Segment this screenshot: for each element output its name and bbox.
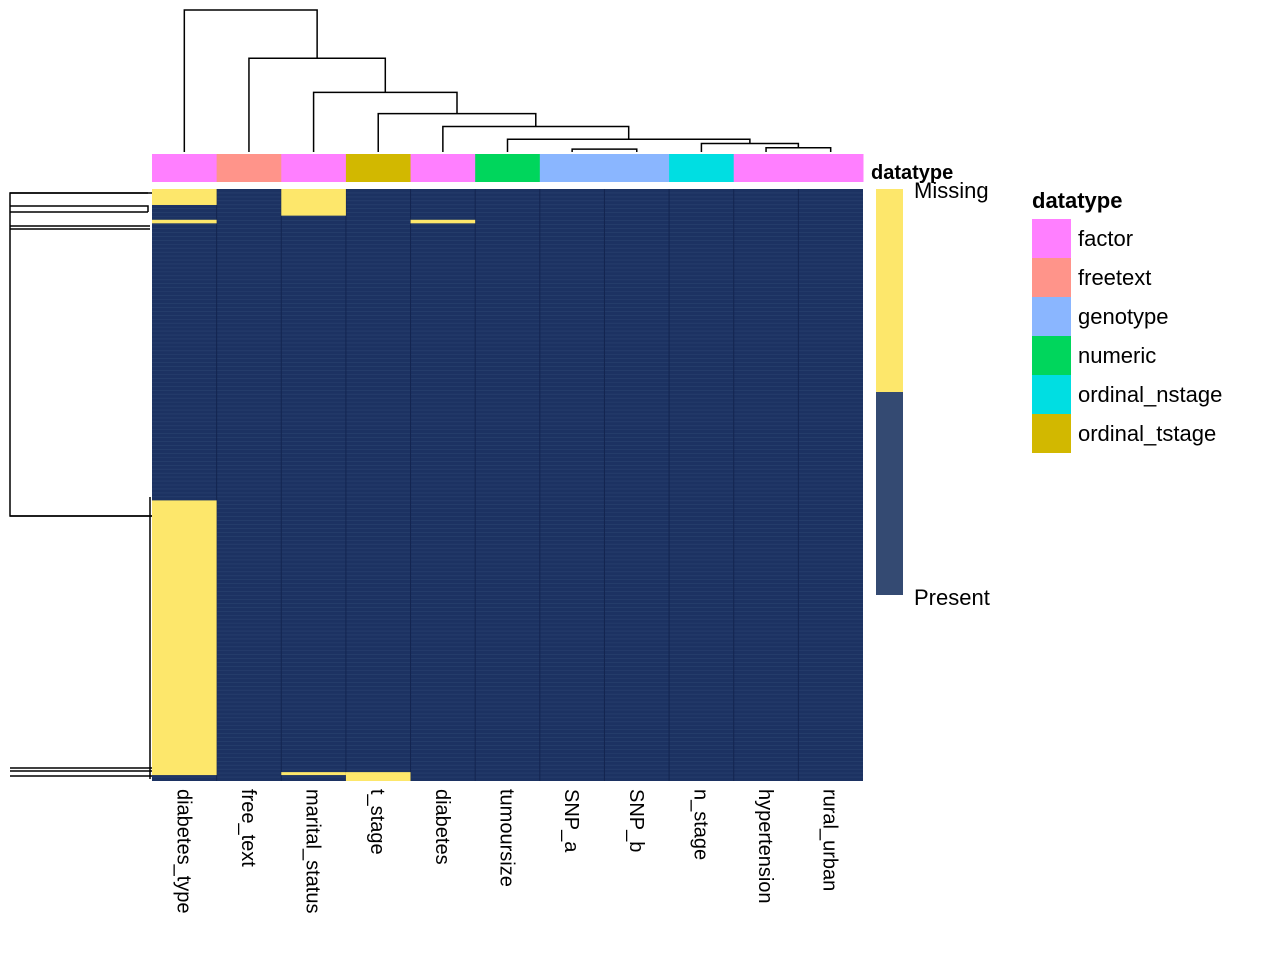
dendrogram-branch	[183, 9, 318, 152]
column-label-t_stage: t_stage	[366, 789, 388, 855]
column-label-hypertension: hypertension	[754, 789, 776, 904]
dendrogram-branch	[377, 112, 537, 152]
legend-missing-label: Missing	[914, 178, 989, 203]
column-label-rural_urban: rural_urban	[819, 789, 841, 891]
legend-label-ordinal_tstage: ordinal_tstage	[1078, 421, 1216, 446]
annotation-cell-n_stage	[669, 154, 735, 182]
row-dendrogram-branch	[10, 205, 149, 212]
missing-cell-diabetes_type	[152, 189, 217, 205]
annotation-cell-free_text	[216, 154, 282, 182]
legend-swatch-genotype	[1032, 297, 1071, 336]
annotation-cell-hypertension	[733, 154, 799, 182]
legend-swatch-factor	[1032, 219, 1071, 258]
legend-missing-swatch	[876, 189, 903, 392]
legend-label-factor: factor	[1078, 226, 1133, 251]
dendrogram-branch	[312, 91, 458, 152]
column-label-free_text: free_text	[237, 789, 259, 867]
heatmap-cells	[152, 189, 863, 781]
missing-cell-marital_status	[281, 189, 346, 216]
column-label-diabetes_type: diabetes_type	[172, 789, 194, 914]
row-dendrogram	[9, 192, 152, 779]
column-label-SNP_b: SNP_b	[625, 789, 647, 852]
dendrogram-branch	[248, 57, 387, 152]
missing-cell-diabetes	[410, 219, 476, 224]
legend-label-freetext: freetext	[1078, 265, 1151, 290]
datatype-legend: datatype factor freetext genotype numeric ord…	[1032, 188, 1222, 453]
column-labels: diabetes_type free_text marital_status t_st…	[172, 789, 840, 914]
column-label-tumoursize: tumoursize	[496, 789, 518, 887]
legend-swatch-freetext	[1032, 258, 1071, 297]
column-label-SNP_a: SNP_a	[560, 789, 582, 853]
dendrogram-branch	[506, 138, 751, 152]
annotation-cell-rural_urban	[798, 154, 864, 182]
missing-cell-diabetes_type	[152, 500, 217, 776]
legend-swatch-ordinal_tstage	[1032, 414, 1071, 453]
legend-label-genotype: genotype	[1078, 304, 1169, 329]
annotation-cell-tumoursize	[475, 154, 541, 182]
annotation-label: datatype	[871, 162, 953, 184]
column-label-diabetes: diabetes	[431, 789, 453, 865]
annotation-cell-t_stage	[345, 154, 412, 182]
annotation-cell-SNP_b	[604, 154, 670, 182]
annotation-cell-marital_status	[281, 154, 347, 182]
datatype-annotation-bar	[152, 154, 864, 182]
column-label-marital_status: marital_status	[302, 789, 324, 914]
legend-label-numeric: numeric	[1078, 343, 1156, 368]
column-label-n_stage: n_stage	[689, 789, 711, 860]
annotation-cell-SNP_a	[539, 154, 605, 182]
legend-label-ordinal_nstage: ordinal_nstage	[1078, 382, 1222, 407]
dendrogram-branch	[765, 146, 832, 152]
column-dendrogram	[183, 9, 832, 152]
annotation-cell-diabetes	[410, 154, 476, 182]
missing-cell-diabetes_type	[152, 219, 217, 224]
annotation-cell-diabetes_type	[152, 154, 218, 182]
dendrogram-branch	[571, 148, 638, 152]
missing-cell-marital_status	[281, 772, 346, 776]
legend-swatch-numeric	[1032, 336, 1071, 375]
legend-present-swatch	[876, 392, 903, 595]
legend-swatch-ordinal_nstage	[1032, 375, 1071, 414]
legend-present-label: Present	[914, 585, 990, 610]
legend-title: datatype	[1032, 188, 1122, 213]
missing-cell-t_stage	[345, 772, 411, 781]
row-dendrogram-branch	[9, 192, 152, 517]
value-legend: Missing Present	[876, 178, 990, 610]
